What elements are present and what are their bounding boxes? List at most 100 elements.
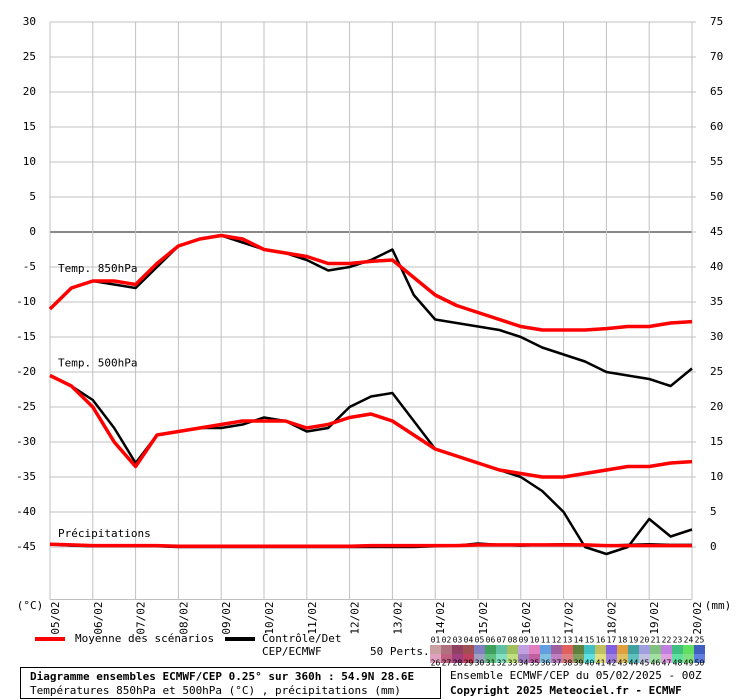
y-tick-label: -10 <box>16 295 36 308</box>
member-swatch <box>452 654 463 663</box>
y-tick-label: -35 <box>16 470 36 483</box>
member-label: 49 <box>684 659 694 668</box>
legend-label-wrap: Contrôle/Det CEP/ECMWF <box>262 632 341 658</box>
member-label: 23 <box>673 636 683 645</box>
member-label: 29 <box>464 659 474 668</box>
member-swatch <box>474 645 485 654</box>
member-swatch <box>496 654 507 663</box>
x-tick-label: 16/02 <box>520 602 533 635</box>
footer-box <box>20 667 441 699</box>
members-label: 50 Perts. <box>370 645 430 658</box>
member-label: 36 <box>541 659 551 668</box>
member-swatch <box>584 654 595 663</box>
member-swatch <box>683 645 694 654</box>
member-swatch <box>463 654 474 663</box>
member-label: 14 <box>574 636 584 645</box>
member-label: 27 <box>442 659 452 668</box>
member-label: 09 <box>519 636 529 645</box>
y2-tick-label: 50 <box>710 190 723 203</box>
member-label: 31 <box>486 659 496 668</box>
member-swatch <box>540 654 551 663</box>
footer-run: Ensemble ECMWF/CEP du 05/02/2025 - 00Z <box>450 669 702 682</box>
y-tick-label: 10 <box>23 155 36 168</box>
y2-axis-label: (mm) <box>705 599 732 612</box>
member-swatch <box>529 654 540 663</box>
y2-tick-label: 45 <box>710 225 723 238</box>
member-label: 04 <box>464 636 474 645</box>
member-swatch <box>507 645 518 654</box>
member-label: 43 <box>618 659 628 668</box>
member-swatch <box>496 645 507 654</box>
member-swatch <box>595 645 606 654</box>
member-label: 03 <box>453 636 463 645</box>
member-swatch <box>617 654 628 663</box>
annotation: Temp. 500hPa <box>58 357 137 370</box>
y2-tick-label: 35 <box>710 295 723 308</box>
member-label: 18 <box>618 636 628 645</box>
member-label: 17 <box>607 636 617 645</box>
member-swatch <box>430 645 441 654</box>
member-label: 46 <box>651 659 661 668</box>
member-swatch <box>639 645 650 654</box>
member-label: 48 <box>673 659 683 668</box>
member-label: 20 <box>640 636 650 645</box>
member-swatch <box>694 645 705 654</box>
series-line <box>49 373 693 479</box>
member-swatch <box>606 645 617 654</box>
footer-subtitle: Températures 850hPa et 500hPa (°C) , pré… <box>30 684 401 697</box>
y2-tick-label: 30 <box>710 330 723 343</box>
member-label: 25 <box>695 636 705 645</box>
member-label: 37 <box>552 659 562 668</box>
y2-tick-label: 5 <box>710 505 717 518</box>
member-swatch <box>595 654 606 663</box>
y-tick-label: -45 <box>16 540 36 553</box>
legend-label: Moyenne des scénarios <box>75 632 214 645</box>
member-swatch <box>606 654 617 663</box>
member-swatch <box>683 654 694 663</box>
member-label: 38 <box>563 659 573 668</box>
y2-tick-label: 60 <box>710 120 723 133</box>
y2-tick-label: 75 <box>710 15 723 28</box>
y-tick-label: 20 <box>23 85 36 98</box>
member-label: 07 <box>497 636 507 645</box>
member-swatch <box>518 654 529 663</box>
y2-tick-label: 10 <box>710 470 723 483</box>
member-label: 22 <box>662 636 672 645</box>
member-swatch <box>551 645 562 654</box>
member-swatch <box>485 654 496 663</box>
member-label: 34 <box>519 659 529 668</box>
y2-tick-label: 20 <box>710 400 723 413</box>
x-tick-label: 15/02 <box>477 602 490 635</box>
y2-tick-label: 65 <box>710 85 723 98</box>
y2-tick-label: 40 <box>710 260 723 273</box>
member-label: 33 <box>508 659 518 668</box>
member-label: 13 <box>563 636 573 645</box>
member-swatch <box>617 645 628 654</box>
series-line <box>48 233 693 332</box>
member-label: 40 <box>585 659 595 668</box>
x-tick-label: 12/02 <box>349 602 362 635</box>
x-tick-label: 17/02 <box>563 602 576 635</box>
member-swatch <box>573 654 584 663</box>
member-label: 24 <box>684 636 694 645</box>
series-line <box>49 542 692 549</box>
member-label: 28 <box>453 659 463 668</box>
y-tick-label: 15 <box>23 120 36 133</box>
y-tick-label: 0 <box>29 225 36 238</box>
member-label: 32 <box>497 659 507 668</box>
member-swatch <box>672 645 683 654</box>
x-tick-label: 18/02 <box>605 602 618 635</box>
member-label: 41 <box>596 659 606 668</box>
x-tick-label: 07/02 <box>135 602 148 635</box>
member-swatch <box>452 645 463 654</box>
member-label: 47 <box>662 659 672 668</box>
y-tick-label: -5 <box>23 260 36 273</box>
member-label: 06 <box>486 636 496 645</box>
member-swatch <box>441 654 452 663</box>
y-tick-label: -30 <box>16 435 36 448</box>
member-swatch <box>441 645 452 654</box>
member-label: 12 <box>552 636 562 645</box>
member-swatch <box>529 645 540 654</box>
member-swatch <box>628 654 639 663</box>
member-swatch <box>650 654 661 663</box>
